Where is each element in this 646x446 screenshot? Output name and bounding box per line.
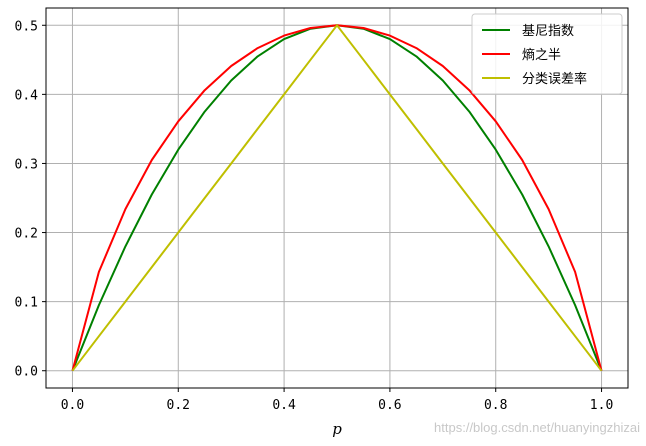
x-axis-label: p <box>332 420 342 438</box>
legend-box <box>471 13 623 95</box>
watermark-text: https://blog.csdn.net/huanyingzhizai <box>434 420 640 435</box>
x-tick-label: 1.0 <box>590 398 613 413</box>
y-tick-label: 0.0 <box>15 365 38 380</box>
y-tick-label: 0.1 <box>15 296 38 311</box>
x-tick-label: 0.8 <box>484 398 507 413</box>
legend-label: 基尼指数 <box>522 24 574 39</box>
legend-label: 熵之半 <box>522 47 561 63</box>
y-tick-label: 0.3 <box>15 157 38 172</box>
series-line-3 <box>71 24 603 372</box>
y-tick-label: 0.2 <box>15 227 38 242</box>
series-lines <box>71 24 603 372</box>
y-tick-label: 0.4 <box>15 88 39 103</box>
y-tick-label: 0.5 <box>15 19 38 34</box>
legend-label: 分类误差率 <box>522 71 587 87</box>
x-tick-label: 0.4 <box>272 398 296 413</box>
x-tick-label: 0.6 <box>378 398 401 413</box>
x-tick-label: 0.0 <box>61 398 84 413</box>
x-tick-label: 0.2 <box>167 398 190 413</box>
axis-ticks: 0.0 0.2 0.4 0.6 0.8 1.0 0.0 0.1 0.2 0.3 0.4 0.5 <box>15 19 614 413</box>
plot-frame <box>45 7 629 389</box>
